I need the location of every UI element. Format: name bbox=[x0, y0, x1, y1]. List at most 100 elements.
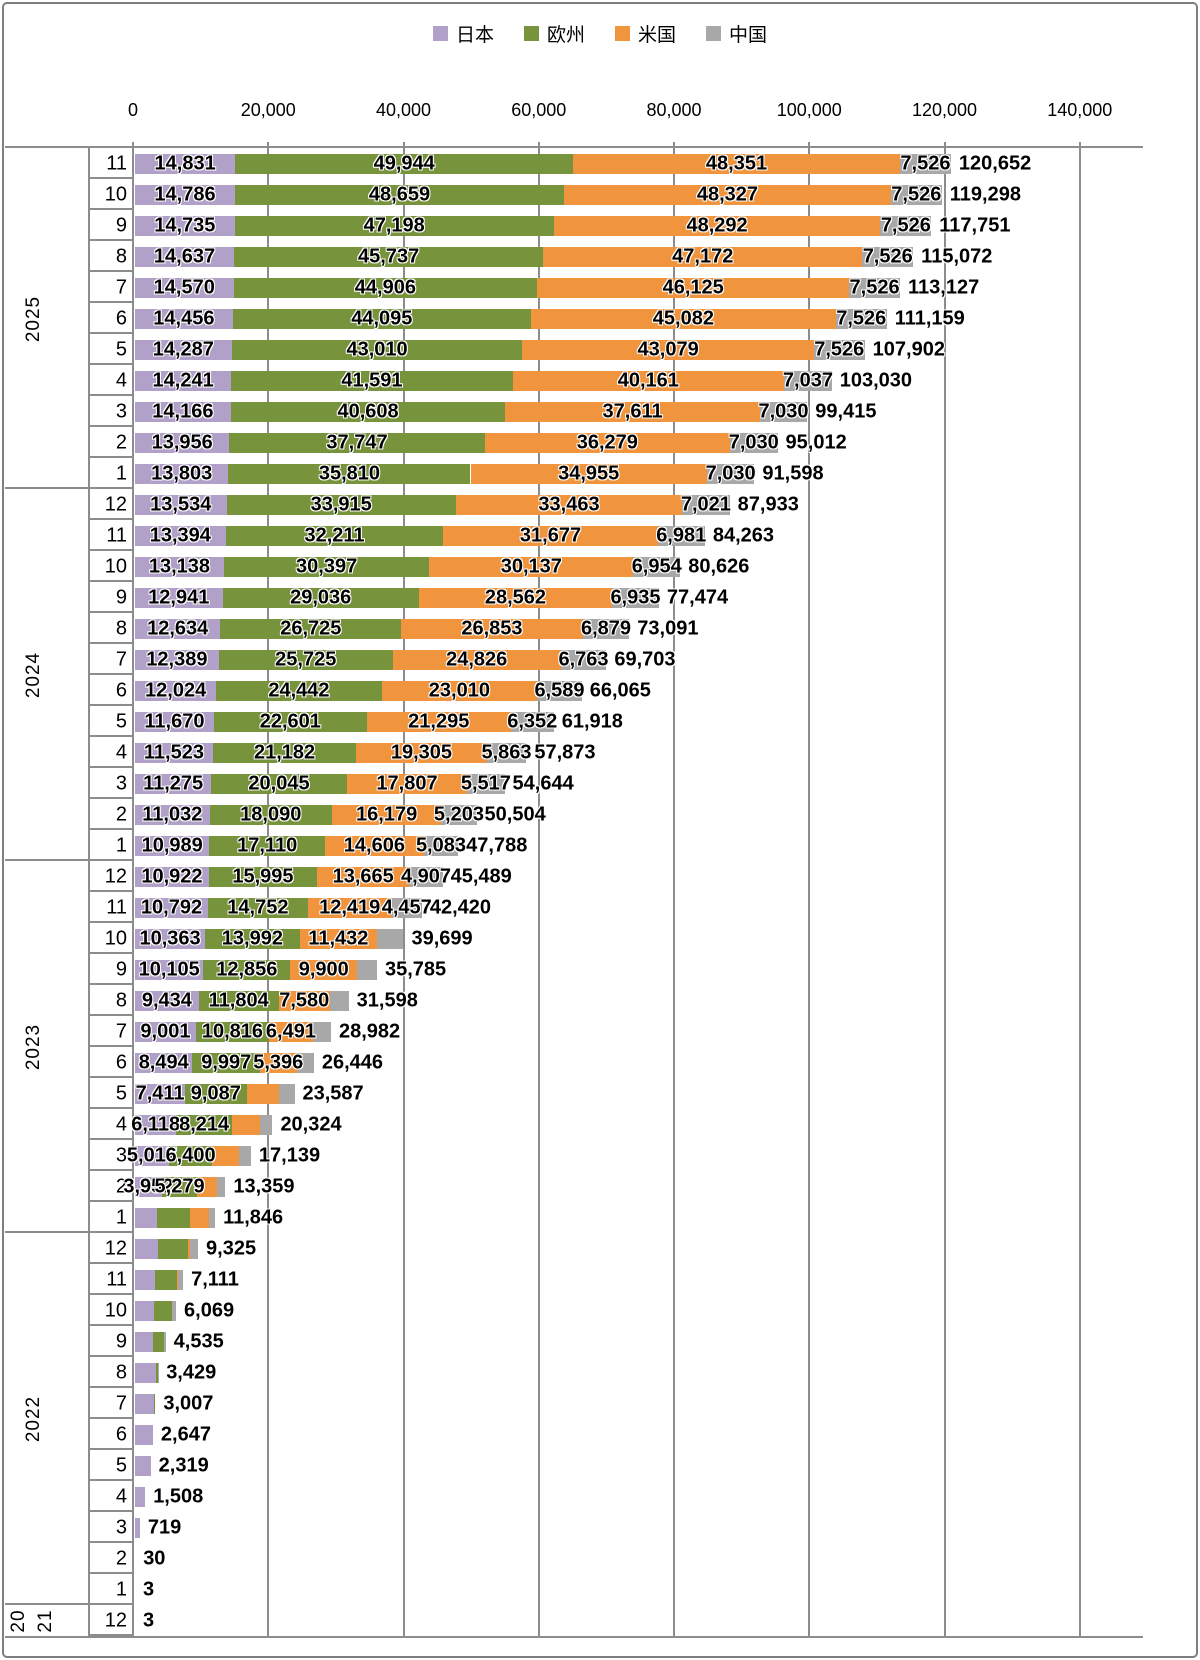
bar-segment-japan bbox=[135, 835, 210, 856]
bar-segment-europe bbox=[205, 928, 300, 949]
bar-segment-japan bbox=[135, 215, 235, 236]
segment-value-label-us: 33,463 bbox=[538, 493, 600, 515]
month-label: 9 bbox=[115, 1330, 127, 1352]
legend-item: 欧州 bbox=[523, 20, 585, 47]
segment-value-label-china: 6,954 bbox=[631, 555, 682, 577]
month-cell bbox=[88, 1419, 133, 1450]
segment-value-label-europe: 24,442 bbox=[268, 679, 330, 701]
bar-segment-us bbox=[484, 432, 730, 453]
total-value-label: 119,298 bbox=[949, 183, 1021, 205]
legend-label-china: 中国 bbox=[729, 25, 768, 46]
bar-segment-japan bbox=[135, 277, 234, 298]
month-cell bbox=[88, 148, 133, 179]
bar-segment-japan bbox=[135, 773, 212, 794]
segment-value-label-china: 7,030 bbox=[705, 462, 756, 484]
bar-segment-japan bbox=[135, 339, 232, 360]
month-label: 2 bbox=[115, 803, 127, 825]
month-label: 4 bbox=[115, 741, 127, 763]
month-label: 8 bbox=[115, 1361, 127, 1383]
total-value-label: 3 bbox=[143, 1578, 155, 1600]
segment-value-label-us: 13,665 bbox=[332, 865, 394, 887]
segment-value-label-china: 7,037 bbox=[782, 369, 833, 391]
segment-value-label-us: 46,125 bbox=[662, 276, 724, 298]
segment-value-label-japan: 3,952 bbox=[123, 1175, 174, 1197]
month-label: 12 bbox=[104, 1609, 127, 1631]
legend-swatch-europe bbox=[523, 26, 539, 41]
segment-value-label-china: 7,021 bbox=[680, 493, 731, 515]
x-axis-tick-mark bbox=[673, 142, 675, 148]
year-label: 2023 bbox=[23, 1023, 44, 1071]
bar-segment-japan bbox=[135, 711, 214, 732]
total-value-label: 84,263 bbox=[712, 524, 774, 546]
segment-value-label-japan: 10,922 bbox=[141, 865, 203, 887]
segment-value-label-china: 7,526 bbox=[900, 152, 951, 174]
segment-value-label-china: 7,030 bbox=[758, 400, 809, 422]
bar-segment-europe bbox=[208, 866, 318, 887]
segment-value-label-japan: 14,241 bbox=[152, 369, 214, 391]
bar-segment-china bbox=[862, 246, 914, 267]
bar-segment-us bbox=[171, 1300, 173, 1321]
total-value-label: 80,626 bbox=[688, 555, 750, 577]
segment-value-label-china: 7,526 bbox=[836, 307, 887, 329]
bar-segment-europe bbox=[176, 1114, 232, 1135]
legend-label-us: 米国 bbox=[638, 25, 677, 46]
bar-segment-europe bbox=[185, 1083, 247, 1104]
bar-segment-china bbox=[164, 1331, 166, 1352]
segment-value-label-us: 16,179 bbox=[356, 803, 418, 825]
total-value-label: 77,474 bbox=[666, 586, 729, 608]
segment-value-label-japan: 9,434 bbox=[141, 989, 192, 1011]
month-cell bbox=[88, 768, 133, 799]
bar-segment-japan bbox=[135, 649, 219, 670]
month-label: 1 bbox=[115, 1578, 127, 1600]
x-axis-tick-label: 140,000 bbox=[1047, 100, 1113, 120]
bar-segment-china bbox=[900, 153, 951, 174]
vertical-gridline bbox=[1078, 148, 1081, 1636]
segment-value-label-japan: 12,941 bbox=[148, 586, 210, 608]
x-axis-tick-mark bbox=[132, 142, 134, 148]
month-cell bbox=[88, 396, 133, 427]
bar-segment-europe bbox=[235, 153, 574, 174]
bar-segment-china bbox=[278, 1083, 295, 1104]
bar-segment-us bbox=[543, 246, 863, 267]
bar-segment-us bbox=[197, 1176, 218, 1197]
month-cell bbox=[88, 675, 133, 706]
month-label: 6 bbox=[115, 679, 127, 701]
segment-value-label-china: 6,352 bbox=[507, 710, 558, 732]
segment-value-label-europe: 22,601 bbox=[259, 710, 321, 732]
segment-value-label-europe: 25,725 bbox=[275, 648, 337, 670]
bar-segment-china bbox=[890, 184, 942, 205]
segment-value-label-europe: 21,182 bbox=[253, 741, 316, 763]
month-cell bbox=[88, 520, 133, 551]
bar-segment-us bbox=[522, 339, 814, 360]
total-value-label: 9,325 bbox=[206, 1237, 257, 1259]
segment-value-label-us: 12,419 bbox=[319, 896, 381, 918]
month-cell bbox=[88, 1047, 133, 1078]
segment-value-label-us: 48,292 bbox=[686, 214, 748, 236]
bar-segment-japan bbox=[135, 1486, 146, 1507]
vertical-gridline bbox=[267, 148, 270, 1636]
month-label: 5 bbox=[115, 1454, 127, 1476]
bar-segment-europe bbox=[213, 711, 367, 732]
bar-segment-europe bbox=[195, 1021, 269, 1042]
bar-segment-japan bbox=[135, 556, 224, 577]
segment-value-label-japan: 9,001 bbox=[140, 1020, 191, 1042]
plot-bottom-border bbox=[5, 1636, 1143, 1638]
segment-value-label-japan: 13,394 bbox=[149, 524, 211, 546]
month-label: 1 bbox=[115, 834, 127, 856]
month-label: 6 bbox=[115, 1051, 127, 1073]
bar-segment-europe bbox=[168, 1145, 213, 1166]
segment-value-label-japan: 12,389 bbox=[146, 648, 208, 670]
bar-segment-china bbox=[835, 308, 887, 329]
bar-segment-europe bbox=[157, 1238, 188, 1259]
bar-segment-japan bbox=[135, 401, 231, 422]
year-label: 2025 bbox=[23, 295, 44, 342]
segment-value-label-europe: 5,279 bbox=[154, 1175, 205, 1197]
bar-segment-japan bbox=[135, 587, 223, 608]
bar-segment-us bbox=[392, 649, 561, 670]
segment-value-label-japan: 10,989 bbox=[141, 834, 203, 856]
segment-value-label-japan: 14,637 bbox=[153, 245, 216, 267]
segment-value-label-europe: 14,752 bbox=[227, 896, 289, 918]
total-value-label: 107,902 bbox=[872, 338, 945, 360]
year-label: 2024 bbox=[23, 651, 44, 699]
bar-segment-europe bbox=[232, 308, 531, 329]
